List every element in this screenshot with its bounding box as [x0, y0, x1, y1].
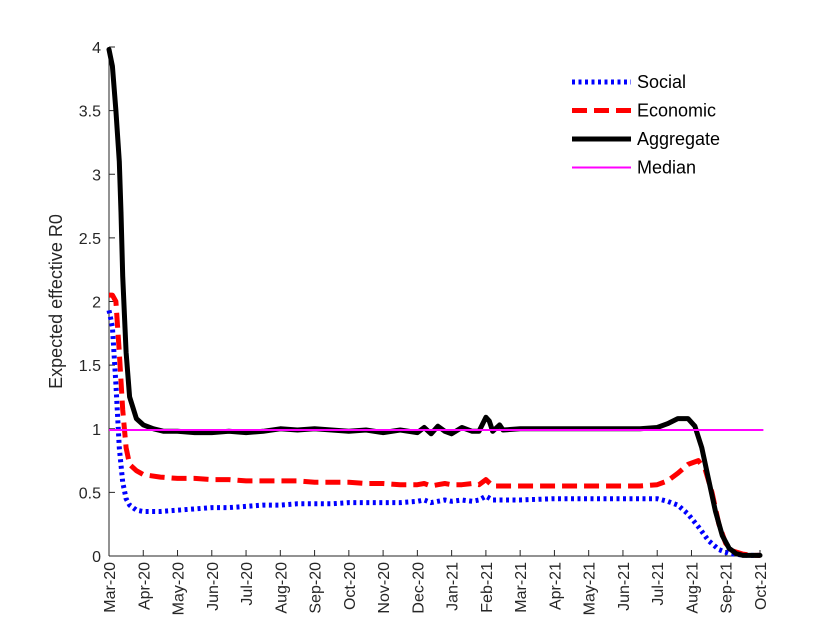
x-tick-label: Dec-20 — [410, 562, 427, 614]
y-tick-label: 1.5 — [79, 358, 101, 375]
y-tick-label: 0 — [92, 549, 101, 566]
legend-label-social: Social — [637, 72, 686, 92]
plot-lines — [106, 47, 764, 558]
x-tick-label: May-20 — [171, 562, 188, 615]
x-tick-label: Apr-21 — [547, 562, 564, 610]
x-tick-label: Jul-20 — [239, 562, 256, 606]
y-tick-label: 4 — [92, 40, 101, 57]
x-tick-label: Mar-21 — [513, 562, 530, 613]
x-tick-label: Apr-20 — [136, 562, 153, 610]
y-tick-label: 2 — [92, 295, 101, 312]
x-tick-label: Feb-21 — [479, 562, 496, 613]
x-tick-label: Jun-20 — [205, 562, 222, 611]
y-tick-label: 0.5 — [79, 485, 101, 502]
y-tick-label: 3.5 — [79, 104, 101, 121]
y-axis-label: Expected effective R0 — [46, 214, 66, 389]
x-tick-label: Aug-21 — [684, 562, 701, 614]
y-tick-label: 2.5 — [79, 231, 101, 248]
x-tick-label: Oct-21 — [753, 562, 770, 610]
x-tick-label: Jul-21 — [650, 562, 667, 606]
series-line-economic — [109, 292, 760, 558]
x-tick-label: Jan-21 — [445, 562, 462, 611]
x-axis-ticks: Mar-20 Apr-20 May-20 Jun-20 Jul-20 Aug-20 Sep-… — [102, 550, 770, 615]
series-line-aggregate — [106, 47, 763, 558]
y-tick-label: 1 — [92, 422, 101, 439]
x-tick-label: Mar-20 — [102, 562, 119, 613]
legend-label-economic: Economic — [637, 101, 716, 121]
x-tick-label: Nov-20 — [376, 562, 393, 614]
x-tick-label: Sep-21 — [719, 562, 736, 614]
legend-label-median: Median — [637, 158, 696, 178]
legend-label-aggregate: Aggregate — [637, 129, 720, 149]
x-tick-label: Jun-21 — [616, 562, 633, 611]
y-axis-ticks: 0 0.5 1 1.5 2 2.5 3 3.5 4 — [79, 40, 115, 566]
y-tick-label: 3 — [92, 167, 101, 184]
x-tick-label: Aug-20 — [273, 562, 290, 614]
legend: Social Economic Aggregate Median — [572, 72, 720, 178]
x-tick-label: Oct-20 — [342, 562, 359, 610]
x-tick-label: May-21 — [582, 562, 599, 615]
x-tick-label: Sep-20 — [308, 562, 325, 614]
